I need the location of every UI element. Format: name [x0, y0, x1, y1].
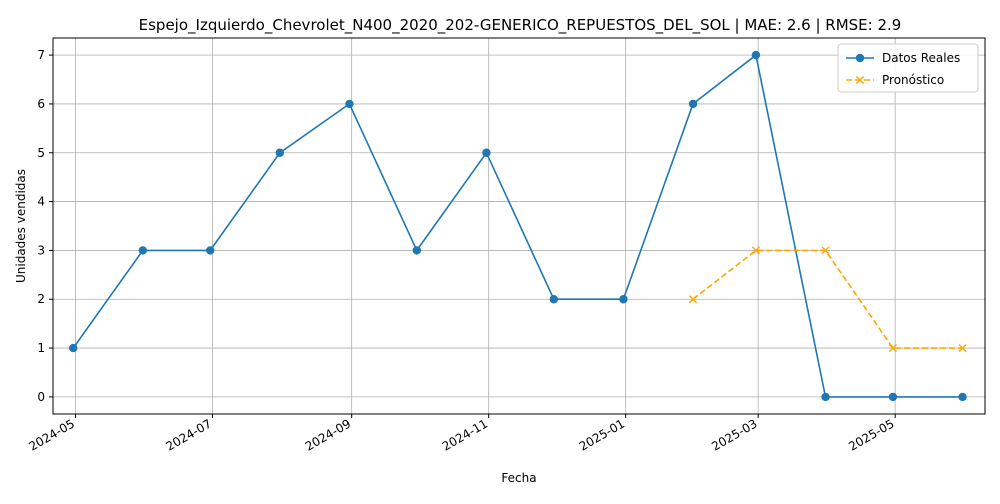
y-tick-label: 3	[37, 243, 45, 257]
data-point	[345, 99, 354, 109]
data-point	[688, 99, 698, 109]
y-tick-label: 2	[37, 292, 45, 306]
legend-marker	[855, 53, 865, 63]
data-point	[958, 392, 967, 402]
plot-frame	[52, 37, 986, 415]
series-layer	[69, 50, 967, 402]
grid	[53, 38, 985, 414]
y-tick-label: 0	[37, 390, 45, 404]
x-tick-label: 2025-01	[577, 416, 627, 453]
series-line-0	[72, 53, 963, 398]
y-tick-label: 6	[37, 97, 45, 111]
forecast-point	[821, 246, 830, 255]
forecast-point	[751, 246, 761, 255]
x-tick-label: 2025-05	[846, 416, 896, 453]
data-point	[619, 295, 628, 304]
data-point	[69, 343, 78, 353]
data-point	[888, 392, 898, 402]
data-point	[751, 50, 761, 60]
data-point	[821, 392, 830, 402]
data-point	[412, 246, 422, 255]
y-axis-label: Unidades vendidas	[14, 169, 28, 283]
forecast-point	[888, 343, 898, 353]
forecast-point	[688, 295, 698, 304]
data-point	[482, 148, 491, 157]
legend-marker	[855, 75, 865, 85]
data-point	[275, 148, 285, 157]
chart-title: Espejo_Izquierdo_Chevrolet_N400_2020_202…	[139, 16, 902, 35]
y-tick-label: 7	[37, 48, 45, 62]
x-axis-label: Fecha	[501, 471, 536, 485]
legend: Datos Reales Pronóstico	[837, 43, 979, 93]
y-tick-label: 5	[37, 146, 45, 160]
x-tick-label: 2025-03	[709, 416, 759, 453]
x-tick-label: 2024-11	[440, 416, 490, 453]
x-tick-label: 2024-07	[164, 416, 214, 453]
forecast-point	[958, 343, 967, 353]
data-point	[138, 246, 148, 255]
data-point	[549, 295, 559, 304]
data-point	[206, 246, 215, 255]
x-axis: 2024-05 2024-07 2024-09 2024-11 2025-01 2025-…	[27, 414, 897, 454]
x-tick-label: 2024-05	[27, 416, 77, 453]
legend-label: Datos Reales	[882, 51, 960, 65]
x-tick-label: 2024-09	[303, 416, 353, 453]
legend-label: Pronóstico	[882, 73, 944, 87]
y-tick-label: 4	[37, 195, 45, 209]
y-axis: 0 1 2 3 4 5 6 7	[37, 48, 53, 404]
y-tick-label: 1	[37, 341, 45, 355]
